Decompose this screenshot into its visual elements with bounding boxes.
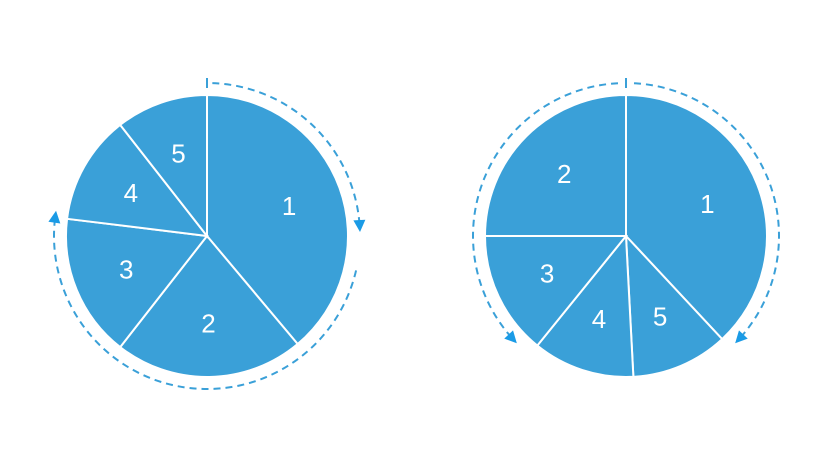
slice-label-5: 5 bbox=[653, 301, 667, 331]
arrow-down-left-icon bbox=[735, 330, 748, 344]
slice-label-4: 4 bbox=[124, 178, 138, 208]
pie-split-direction: 1 5 4 3 2 bbox=[472, 78, 780, 378]
pie-slice-4 bbox=[65, 123, 210, 238]
slice-label-2: 2 bbox=[201, 308, 215, 338]
direction-arc-lower bbox=[53, 214, 358, 390]
slice-label-1: 1 bbox=[700, 189, 714, 219]
arrow-up-icon bbox=[48, 210, 61, 224]
pie-slice-3 bbox=[483, 235, 629, 347]
slice-label-3: 3 bbox=[540, 259, 554, 289]
slice-label-5: 5 bbox=[171, 138, 185, 168]
slice-label-1: 1 bbox=[282, 191, 296, 221]
slice-label-3: 3 bbox=[119, 254, 133, 284]
pie-slice-1 bbox=[625, 93, 768, 341]
pie-slice-2 bbox=[483, 93, 627, 237]
pie-slice-2 bbox=[118, 234, 300, 378]
pie-slice-5 bbox=[624, 233, 724, 378]
direction-arc-clockwise bbox=[633, 82, 780, 342]
pie-slice-1 bbox=[206, 93, 349, 346]
pie-slice-3 bbox=[65, 217, 209, 349]
slice-label-4: 4 bbox=[592, 304, 606, 334]
slice-label-2: 2 bbox=[557, 159, 571, 189]
pie-slice-5 bbox=[118, 93, 208, 239]
direction-arc-counterclockwise bbox=[472, 82, 619, 342]
pie-clockwise: 1 2 3 4 5 bbox=[48, 78, 366, 390]
pie-slice-4 bbox=[535, 233, 635, 378]
direction-arc-upper bbox=[212, 82, 361, 229]
arrow-right-icon bbox=[353, 219, 366, 232]
arrow-down-right-icon bbox=[504, 330, 517, 344]
